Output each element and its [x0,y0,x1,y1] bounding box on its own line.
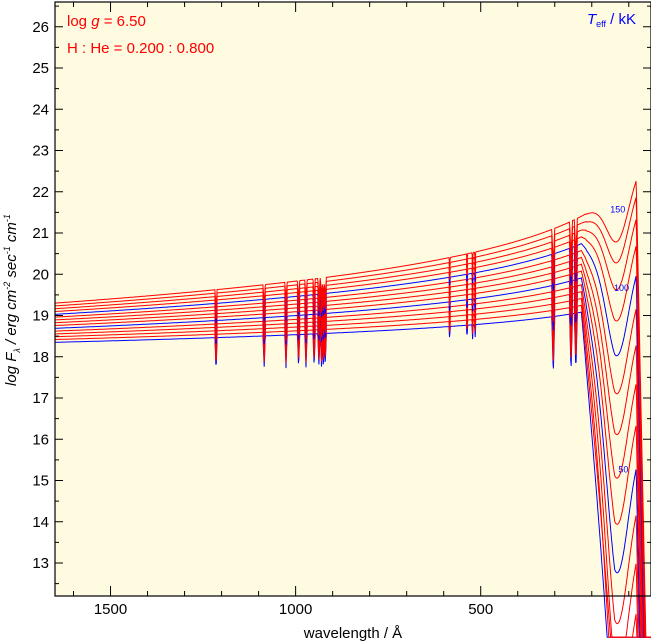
x-axis-title: wavelength / Å [303,625,402,642]
flux-curve-110kK [55,270,651,638]
flux-curve-170kK [55,219,651,638]
plot-frame [54,1,651,597]
x-tick-label: 500 [468,601,493,618]
x-tick-label: 1500 [94,601,127,618]
y-tick-label: 14 [32,514,49,531]
flux-curve-190kK [55,180,651,638]
x-tick-label: 1000 [279,601,312,618]
flux-curve-80kK [55,290,651,638]
flux-curve-140kK [55,249,651,638]
y-tick-label: 21 [32,225,49,242]
logg-annotation: log g = 6.50 [67,13,146,30]
curve-label-100: 100 [614,283,629,293]
y-tick-label: 24 [32,101,49,118]
curve-label-50: 50 [618,464,628,474]
composition-annotation: H : He = 0.200 : 0.800 [67,40,214,57]
y-tick-label: 16 [32,431,49,448]
flux-curve-90kK [55,284,651,638]
flux-curve-160kK [55,236,651,638]
flux-curve-130kK [55,256,651,638]
y-axis-title: log Fλ / erg cm-2 sec-1 cm-1 [2,214,22,386]
y-tick-label: 26 [32,19,49,36]
y-axis: 13 14 15 16 17 18 19 20 21 22 23 24 25 26 [32,5,651,585]
x-axis: 1500 1000 500 [73,2,630,618]
flux-curve-180kK [55,197,651,638]
flux-curve-120kK [55,263,651,638]
curve-labels: 50 100 150 [610,204,629,474]
y-tick-label: 15 [32,473,49,490]
y-tick-label: 23 [32,143,49,160]
y-tick-label: 25 [32,60,49,77]
teff-legend: Teff / kK [587,11,636,29]
flux-curve-150kK [55,243,651,638]
curve-label-150: 150 [610,204,625,214]
y-tick-label: 17 [32,390,49,407]
flux-curves [55,180,651,638]
y-tick-label: 20 [32,266,49,283]
y-tick-label: 19 [32,308,49,325]
y-tick-label: 13 [32,555,49,572]
y-tick-label: 18 [32,349,49,366]
y-tick-label: 22 [32,184,49,201]
flux-curve-100kK [55,277,651,638]
